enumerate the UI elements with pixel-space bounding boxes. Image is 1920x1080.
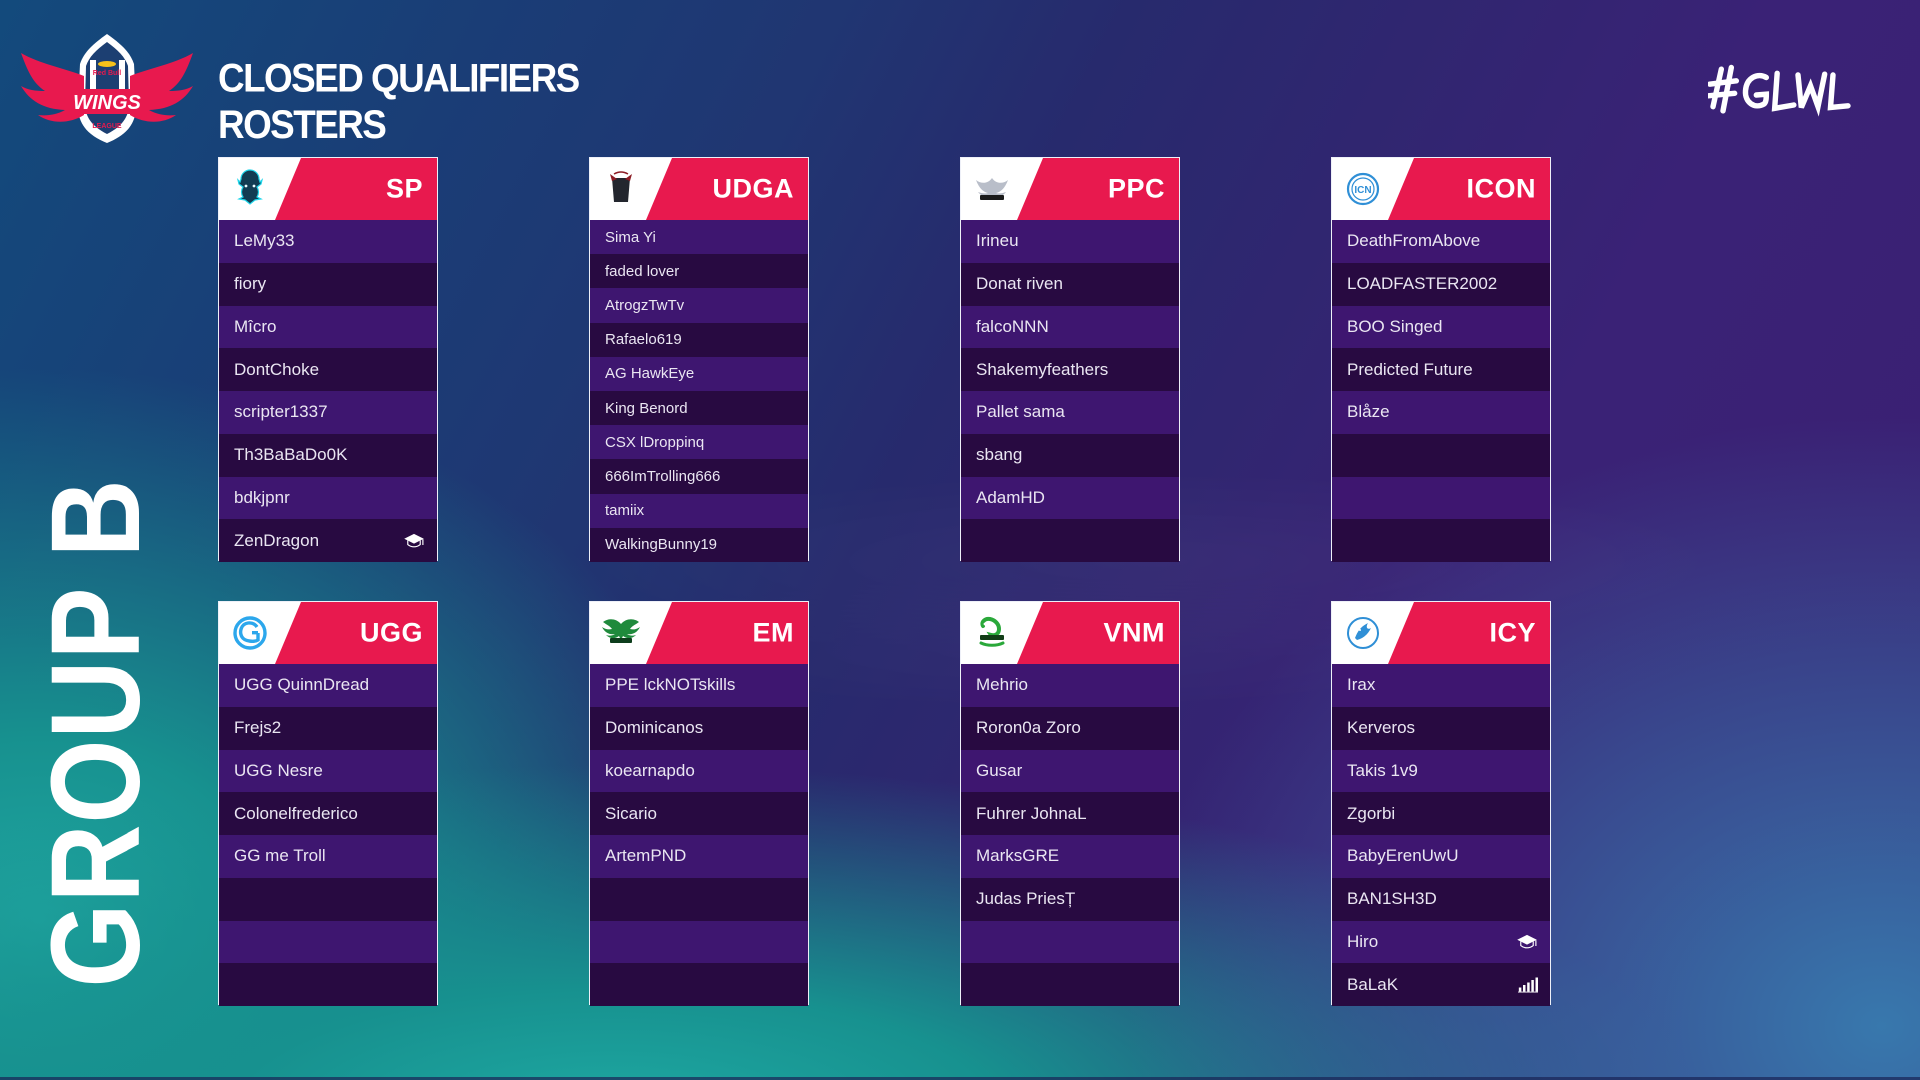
svg-text:WINGS: WINGS <box>73 92 141 114</box>
svg-text:Red Bull: Red Bull <box>93 70 121 77</box>
svg-text:ICN: ICN <box>1354 185 1371 196</box>
svg-text:LEAGUE: LEAGUE <box>92 123 122 130</box>
